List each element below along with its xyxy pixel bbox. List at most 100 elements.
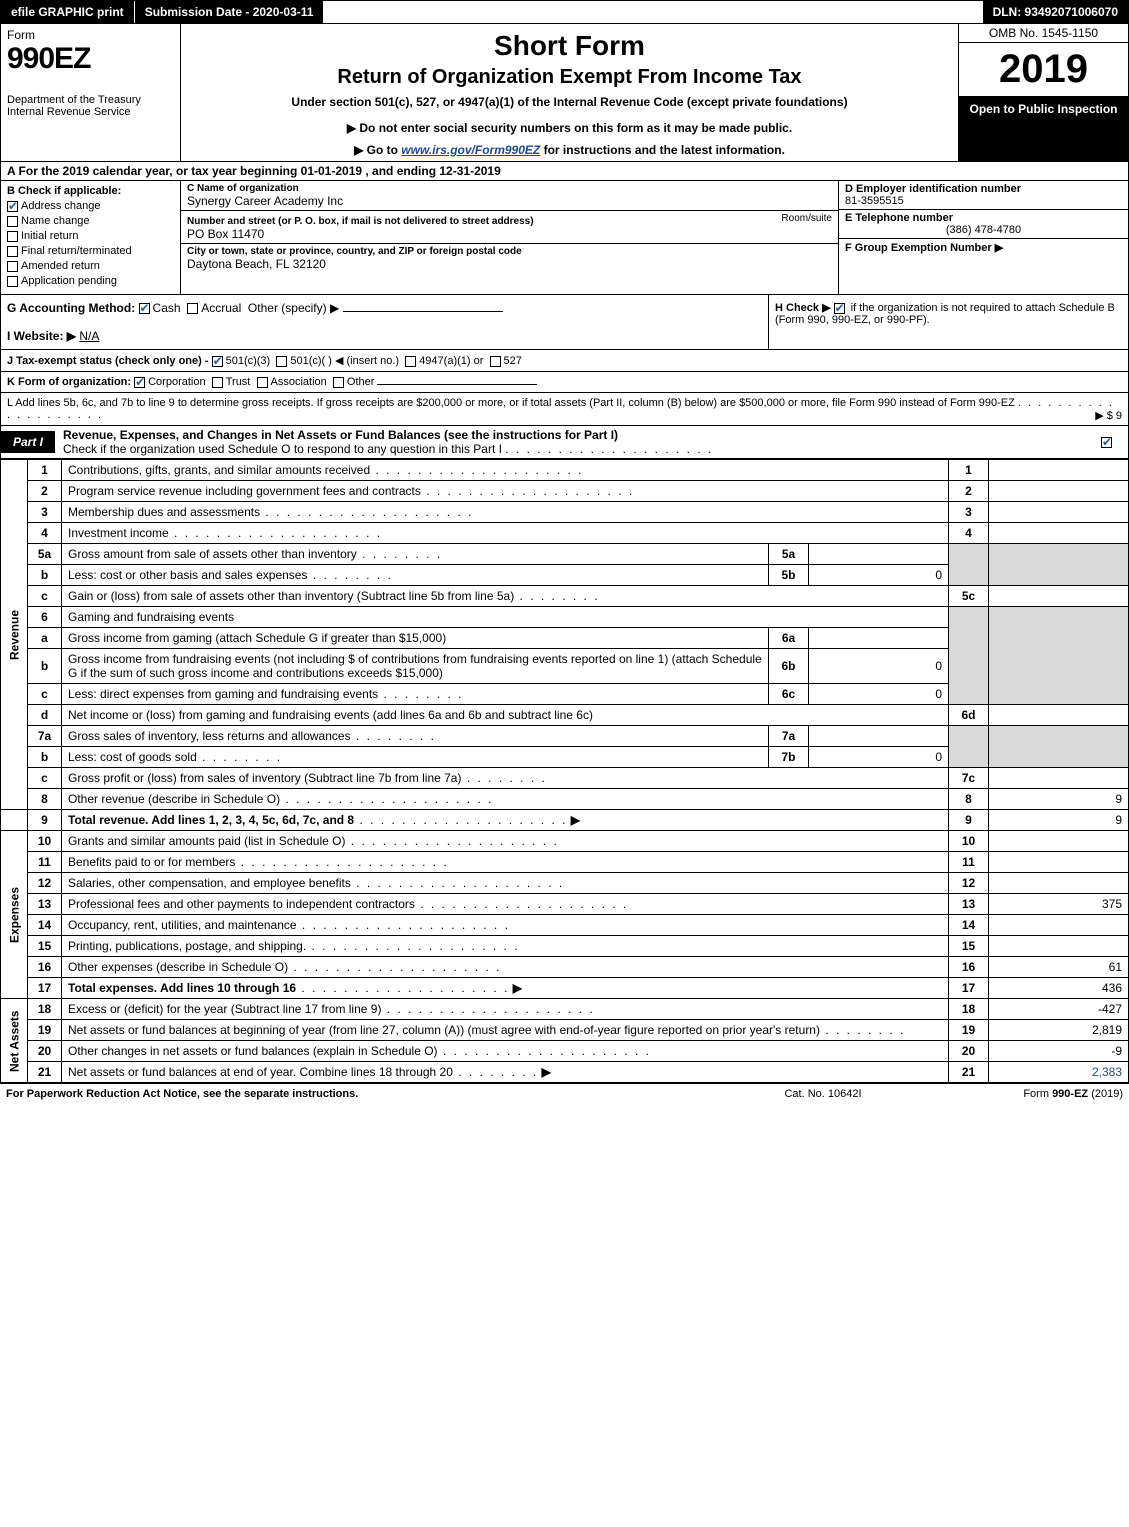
- line-out-val: [989, 936, 1129, 957]
- line-num: 17: [28, 978, 62, 999]
- form-title: Short Form: [189, 30, 950, 62]
- opt-address-change: Address change: [21, 200, 101, 212]
- line-desc: Gain or (loss) from sale of assets other…: [68, 589, 600, 603]
- mini-num: 7b: [769, 747, 809, 768]
- line-out-num: 17: [949, 978, 989, 999]
- checkbox-address-change[interactable]: [7, 201, 18, 212]
- line-desc: Total expenses. Add lines 10 through 16: [68, 981, 296, 995]
- line-desc: Program service revenue including govern…: [68, 484, 634, 498]
- line-desc: Net assets or fund balances at beginning…: [68, 1023, 905, 1037]
- line-out-num: 16: [949, 957, 989, 978]
- group-exemption-label: F Group Exemption Number ▶: [845, 241, 1122, 254]
- shade-cell: [989, 544, 1129, 586]
- line-out-num: 11: [949, 852, 989, 873]
- line-desc: Net income or (loss) from gaming and fun…: [62, 705, 949, 726]
- checkbox-trust[interactable]: [212, 377, 223, 388]
- line-out-num: 10: [949, 831, 989, 852]
- lines-table: Revenue 1 Contributions, gifts, grants, …: [0, 459, 1129, 1083]
- line-out-val: 436: [989, 978, 1129, 999]
- line-out-num: 8: [949, 789, 989, 810]
- checkbox-assoc[interactable]: [257, 377, 268, 388]
- open-to-public: Open to Public Inspection: [959, 96, 1128, 161]
- line-out-num: 21: [949, 1062, 989, 1083]
- checkbox-other[interactable]: [333, 377, 344, 388]
- line-out-num: 14: [949, 915, 989, 936]
- mini-num: 5a: [769, 544, 809, 565]
- line-out-val: [989, 481, 1129, 502]
- line-out-num: 6d: [949, 705, 989, 726]
- line-desc: Other revenue (describe in Schedule O): [68, 792, 493, 806]
- line-out-num: 12: [949, 873, 989, 894]
- street-value: PO Box 11470: [187, 227, 832, 241]
- k-other-blank[interactable]: [377, 384, 537, 385]
- line-num: 5a: [28, 544, 62, 565]
- line-num: d: [28, 705, 62, 726]
- line-desc: Professional fees and other payments to …: [68, 897, 628, 911]
- checkbox-501c3[interactable]: [212, 356, 223, 367]
- checkbox-amended-return[interactable]: [7, 261, 18, 272]
- arrow-icon: [538, 1065, 551, 1079]
- arrow-icon: [567, 813, 580, 827]
- checkbox-corp[interactable]: [134, 377, 145, 388]
- under-section: Under section 501(c), 527, or 4947(a)(1)…: [189, 95, 950, 109]
- line-num: 9: [28, 810, 62, 831]
- checkbox-501c[interactable]: [276, 356, 287, 367]
- goto-line: ▶ Go to www.irs.gov/Form990EZ for instru…: [189, 143, 950, 157]
- part-i-header: Part I Revenue, Expenses, and Changes in…: [0, 426, 1129, 459]
- line-out-num: 13: [949, 894, 989, 915]
- checkbox-initial-return[interactable]: [7, 231, 18, 242]
- opt-application-pending: Application pending: [21, 275, 117, 287]
- line-desc: Less: cost of goods sold: [68, 750, 282, 764]
- form-label: Form: [7, 28, 174, 42]
- topbar-spacer: [323, 1, 982, 23]
- street-label: Number and street (or P. O. box, if mail…: [187, 216, 534, 227]
- line-out-val: -427: [989, 999, 1129, 1020]
- line-out-num: 19: [949, 1020, 989, 1041]
- mini-val: [809, 726, 949, 747]
- website-value: N/A: [79, 329, 99, 343]
- org-name: Synergy Career Academy Inc: [187, 194, 832, 208]
- g-other-blank[interactable]: [343, 311, 503, 312]
- line-desc: Membership dues and assessments: [68, 505, 473, 519]
- tax-year: 2019: [959, 43, 1128, 96]
- line-out-num: 9: [949, 810, 989, 831]
- col-b-title: B Check if applicable:: [7, 185, 174, 197]
- line-num: 13: [28, 894, 62, 915]
- checkbox-cash[interactable]: [139, 303, 150, 314]
- checkbox-accrual[interactable]: [187, 303, 198, 314]
- dots: [354, 813, 567, 827]
- ein-label: D Employer identification number: [845, 183, 1122, 195]
- row-l-gross-receipts: L Add lines 5b, 6c, and 7b to line 9 to …: [0, 393, 1129, 426]
- top-bar: efile GRAPHIC print Submission Date - 20…: [0, 0, 1129, 24]
- checkbox-name-change[interactable]: [7, 216, 18, 227]
- line-desc: Contributions, gifts, grants, and simila…: [68, 463, 584, 477]
- j-4947: 4947(a)(1) or: [419, 355, 483, 367]
- irs-link[interactable]: www.irs.gov/Form990EZ: [401, 143, 540, 157]
- checkbox-527[interactable]: [490, 356, 501, 367]
- checkbox-h[interactable]: [834, 303, 845, 314]
- shade-cell: [949, 607, 989, 705]
- efile-print-button[interactable]: efile GRAPHIC print: [1, 1, 135, 23]
- form-number: 990EZ: [7, 42, 174, 76]
- opt-final-return: Final return/terminated: [21, 245, 132, 257]
- line-out-val: [989, 768, 1129, 789]
- checkbox-part-i-schedule-o[interactable]: [1101, 437, 1112, 448]
- checkbox-final-return[interactable]: [7, 246, 18, 257]
- line-num: 20: [28, 1041, 62, 1062]
- line-desc: Grants and similar amounts paid (list in…: [68, 834, 559, 848]
- checkbox-4947[interactable]: [405, 356, 416, 367]
- checkbox-application-pending[interactable]: [7, 276, 18, 287]
- header-right: OMB No. 1545-1150 2019 Open to Public In…: [958, 24, 1128, 161]
- paperwork-notice: For Paperwork Reduction Act Notice, see …: [6, 1088, 723, 1100]
- part-i-title: Revenue, Expenses, and Changes in Net As…: [55, 426, 1088, 458]
- mini-val: 0: [809, 684, 949, 705]
- mini-num: 5b: [769, 565, 809, 586]
- line-desc: Salaries, other compensation, and employ…: [68, 876, 564, 890]
- line-out-num: 2: [949, 481, 989, 502]
- col-b-checkboxes: B Check if applicable: Address change Na…: [1, 181, 181, 294]
- line-out-val: 375: [989, 894, 1129, 915]
- l-amount: ▶ $ 9: [1095, 409, 1122, 422]
- line-desc: Less: cost or other basis and sales expe…: [68, 568, 393, 582]
- line-num: b: [28, 747, 62, 768]
- line-out-num: 4: [949, 523, 989, 544]
